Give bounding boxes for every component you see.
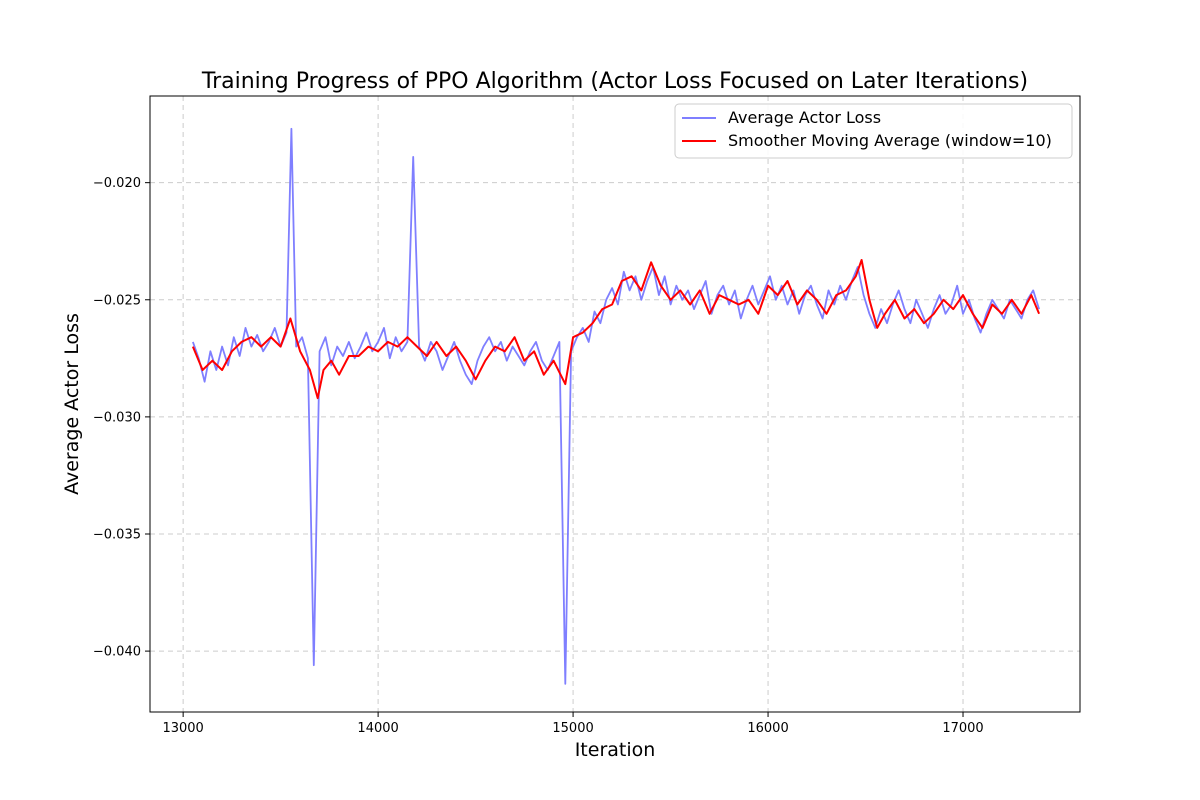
legend-label-moving-average: Smoother Moving Average (window=10) — [728, 131, 1052, 150]
y-tick-label: −0.040 — [93, 645, 141, 660]
x-axis-ticks: 13000 14000 15000 16000 17000 — [162, 712, 984, 736]
x-tick-label: 16000 — [747, 721, 788, 736]
legend: Average Actor Loss Smoother Moving Avera… — [674, 103, 1073, 159]
x-tick-label: 13000 — [162, 721, 203, 736]
x-tick-label: 14000 — [357, 721, 398, 736]
plot-frame — [149, 95, 1081, 713]
chart-title: Training Progress of PPO Algorithm (Acto… — [201, 69, 1028, 94]
x-tick-label: 15000 — [552, 721, 593, 736]
y-axis-title: Average Actor Loss — [61, 313, 83, 495]
series-line-moving-average — [191, 259, 1041, 400]
y-tick-label: −0.030 — [93, 410, 141, 425]
y-tick-label: −0.035 — [93, 527, 141, 542]
y-axis-ticks: −0.040 −0.035 −0.030 −0.025 −0.020 — [93, 176, 150, 660]
x-axis-title: Iteration — [575, 739, 656, 761]
series-layer — [191, 127, 1041, 685]
grid-layer — [150, 96, 1080, 712]
legend-box — [674, 103, 1073, 159]
y-tick-label: −0.020 — [93, 176, 141, 191]
x-tick-label: 17000 — [942, 721, 983, 736]
y-tick-label: −0.025 — [93, 293, 141, 308]
legend-label-average-actor-loss: Average Actor Loss — [728, 108, 881, 127]
